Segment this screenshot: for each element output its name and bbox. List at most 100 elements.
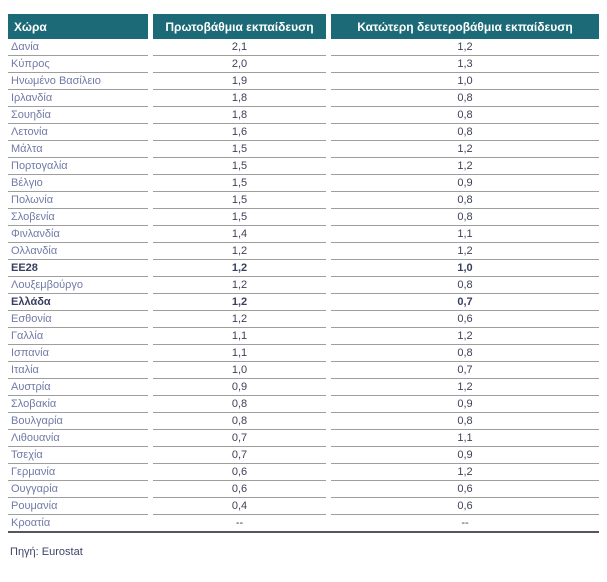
primary-value-cell: 1,1 <box>153 327 326 345</box>
country-cell: Βέλγιο <box>8 174 148 192</box>
lower-secondary-value-cell: 0,8 <box>331 191 599 209</box>
lower-secondary-value-cell: 0,9 <box>331 174 599 192</box>
table-row: Ιταλία 1,0 0,7 <box>8 361 599 379</box>
lower-secondary-value-cell: 0,9 <box>331 395 599 413</box>
column-header-lower-secondary-education: Κατώτερη δευτεροβάθμια εκπαίδευση <box>331 14 599 39</box>
lower-secondary-value-cell: 1,3 <box>331 55 599 73</box>
lower-secondary-value-cell: 0,6 <box>331 480 599 498</box>
table-row: Σλοβενία 1,5 0,8 <box>8 208 599 226</box>
country-education-table: Χώρα Πρωτοβάθμια εκπαίδευση Κατώτερη δευ… <box>8 14 599 533</box>
country-cell: Ολλανδία <box>8 242 148 260</box>
table-row: Σουηδία 1,8 0,8 <box>8 106 599 124</box>
country-cell: Λετονία <box>8 123 148 141</box>
table-header: Χώρα Πρωτοβάθμια εκπαίδευση Κατώτερη δευ… <box>8 14 599 39</box>
lower-secondary-value-cell: 0,6 <box>331 310 599 328</box>
country-cell: Γαλλία <box>8 327 148 345</box>
primary-value-cell: 2,1 <box>153 39 326 56</box>
primary-value-cell: 1,2 <box>153 259 326 277</box>
primary-value-cell: 1,8 <box>153 106 326 124</box>
country-cell: Σλοβακία <box>8 395 148 413</box>
country-cell: Σλοβενία <box>8 208 148 226</box>
table-row: Ρουμανία 0,4 0,6 <box>8 497 599 515</box>
table-row: Λουξεμβούργο 1,2 0,8 <box>8 276 599 294</box>
column-header-country: Χώρα <box>8 14 148 39</box>
table-row: Πορτογαλία 1,5 1,2 <box>8 157 599 175</box>
table-row: Πολωνία 1,5 0,8 <box>8 191 599 209</box>
table-row: Κροατία -- -- <box>8 514 599 533</box>
primary-value-cell: 1,2 <box>153 293 326 311</box>
lower-secondary-value-cell: 1,2 <box>331 463 599 481</box>
primary-value-cell: 1,5 <box>153 174 326 192</box>
table-row: ΕΕ28 1,2 1,0 <box>8 259 599 277</box>
country-cell: Βουλγαρία <box>8 412 148 430</box>
primary-value-cell: 2,0 <box>153 55 326 73</box>
country-cell: Ισπανία <box>8 344 148 362</box>
lower-secondary-value-cell: 1,2 <box>331 157 599 175</box>
primary-value-cell: 1,5 <box>153 191 326 209</box>
primary-value-cell: -- <box>153 514 326 533</box>
primary-value-cell: 1,8 <box>153 89 326 107</box>
table-row: Μάλτα 1,5 1,2 <box>8 140 599 158</box>
column-header-primary-education: Πρωτοβάθμια εκπαίδευση <box>153 14 326 39</box>
table-body: Δανία 2,1 1,2 Κύπρος 2,0 1,3 Ηνωμένο Βασίλειο 1… <box>8 39 599 533</box>
primary-value-cell: 1,9 <box>153 72 326 90</box>
lower-secondary-value-cell: 0,8 <box>331 344 599 362</box>
table-row: Γαλλία 1,1 1,2 <box>8 327 599 345</box>
country-cell: Εσθονία <box>8 310 148 328</box>
lower-secondary-value-cell: 0,8 <box>331 276 599 294</box>
header-row: Χώρα Πρωτοβάθμια εκπαίδευση Κατώτερη δευ… <box>8 14 599 39</box>
table-row: Ηνωμένο Βασίλειο 1,9 1,0 <box>8 72 599 90</box>
table-row: Ιρλανδία 1,8 0,8 <box>8 89 599 107</box>
country-cell: Ιταλία <box>8 361 148 379</box>
country-cell: Ηνωμένο Βασίλειο <box>8 72 148 90</box>
primary-value-cell: 1,2 <box>153 310 326 328</box>
report-page: Χώρα Πρωτοβάθμια εκπαίδευση Κατώτερη δευ… <box>8 14 599 558</box>
country-cell: Τσεχία <box>8 446 148 464</box>
primary-value-cell: 0,8 <box>153 395 326 413</box>
country-cell: Δανία <box>8 39 148 56</box>
country-cell: Αυστρία <box>8 378 148 396</box>
table-row: Δανία 2,1 1,2 <box>8 39 599 56</box>
primary-value-cell: 0,7 <box>153 429 326 447</box>
country-cell: Μάλτα <box>8 140 148 158</box>
lower-secondary-value-cell: 0,8 <box>331 123 599 141</box>
country-cell: Ουγγαρία <box>8 480 148 498</box>
lower-secondary-value-cell: 1,2 <box>331 242 599 260</box>
table-row: Βουλγαρία 0,8 0,8 <box>8 412 599 430</box>
table-row: Βέλγιο 1,5 0,9 <box>8 174 599 192</box>
primary-value-cell: 1,2 <box>153 276 326 294</box>
country-cell: ΕΕ28 <box>8 259 148 277</box>
lower-secondary-value-cell: 0,8 <box>331 412 599 430</box>
table-row: Ουγγαρία 0,6 0,6 <box>8 480 599 498</box>
table-row: Γερμανία 0,6 1,2 <box>8 463 599 481</box>
country-cell: Κροατία <box>8 514 148 533</box>
table-row: Τσεχία 0,7 0,9 <box>8 446 599 464</box>
table-row: Ελλάδα 1,2 0,7 <box>8 293 599 311</box>
primary-value-cell: 0,8 <box>153 412 326 430</box>
country-cell: Γερμανία <box>8 463 148 481</box>
country-cell: Λιθουανία <box>8 429 148 447</box>
table-row: Σλοβακία 0,8 0,9 <box>8 395 599 413</box>
primary-value-cell: 0,6 <box>153 480 326 498</box>
primary-value-cell: 1,6 <box>153 123 326 141</box>
table-row: Κύπρος 2,0 1,3 <box>8 55 599 73</box>
table-row: Ισπανία 1,1 0,8 <box>8 344 599 362</box>
lower-secondary-value-cell: 0,8 <box>331 208 599 226</box>
lower-secondary-value-cell: 1,2 <box>331 327 599 345</box>
lower-secondary-value-cell: 1,1 <box>331 225 599 243</box>
primary-value-cell: 0,4 <box>153 497 326 515</box>
lower-secondary-value-cell: 0,9 <box>331 446 599 464</box>
primary-value-cell: 1,5 <box>153 157 326 175</box>
primary-value-cell: 1,2 <box>153 242 326 260</box>
primary-value-cell: 1,5 <box>153 208 326 226</box>
lower-secondary-value-cell: 1,2 <box>331 378 599 396</box>
lower-secondary-value-cell: 0,7 <box>331 293 599 311</box>
country-cell: Ελλάδα <box>8 293 148 311</box>
primary-value-cell: 1,4 <box>153 225 326 243</box>
lower-secondary-value-cell: 0,7 <box>331 361 599 379</box>
lower-secondary-value-cell: -- <box>331 514 599 533</box>
lower-secondary-value-cell: 1,0 <box>331 72 599 90</box>
country-cell: Πορτογαλία <box>8 157 148 175</box>
lower-secondary-value-cell: 0,6 <box>331 497 599 515</box>
country-cell: Φινλανδία <box>8 225 148 243</box>
